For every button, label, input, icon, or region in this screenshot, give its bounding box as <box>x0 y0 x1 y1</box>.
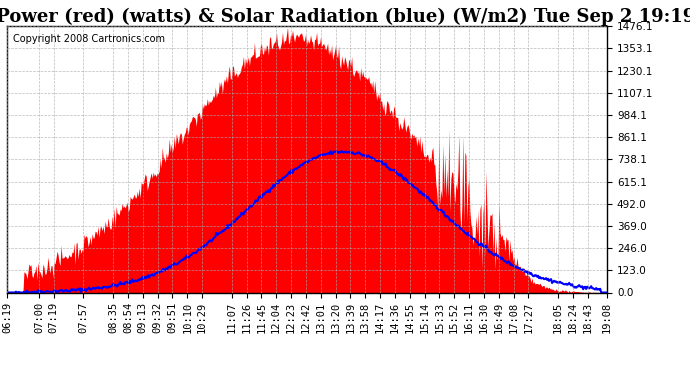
Text: Copyright 2008 Cartronics.com: Copyright 2008 Cartronics.com <box>13 34 165 44</box>
Text: East Array Power (red) (watts) & Solar Radiation (blue) (W/m2) Tue Sep 2 19:19: East Array Power (red) (watts) & Solar R… <box>0 8 690 26</box>
